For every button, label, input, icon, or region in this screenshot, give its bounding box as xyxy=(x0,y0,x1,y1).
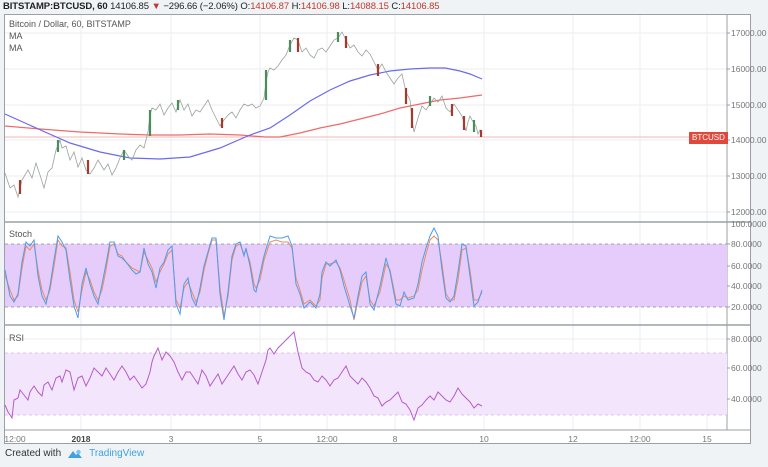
stoch-legend[interactable]: Stoch xyxy=(9,229,33,239)
x-tick: 12:00 xyxy=(629,434,651,444)
footer: Created with TradingView xyxy=(5,448,144,459)
x-tick: 12 xyxy=(568,434,578,444)
price-change: −296.66 (−2.06%) xyxy=(163,1,238,12)
price-candles xyxy=(4,31,483,199)
low-label: L: xyxy=(342,1,350,12)
stoch-d-line xyxy=(4,235,483,321)
x-tick: 12:00 xyxy=(4,434,26,444)
x-tick: 10 xyxy=(479,434,489,444)
stoch-y-tick: 80.0000 xyxy=(731,239,762,249)
y-tick: 15000.00 xyxy=(731,100,767,110)
symbol-name: BITSTAMP:BTCUSD, 60 xyxy=(3,1,108,12)
low-value: 14088.15 xyxy=(349,1,389,12)
ma-fast-line xyxy=(4,67,483,160)
stoch-y-tick: 40.0000 xyxy=(731,281,762,291)
horizontal-gridlines xyxy=(5,32,727,400)
high-label: H: xyxy=(291,1,301,12)
legend-title[interactable]: Bitcoin / Dollar, 60, BITSTAMP xyxy=(9,19,131,29)
close-value: 14106.85 xyxy=(400,1,440,12)
open-value: 14106.87 xyxy=(250,1,290,12)
stoch-y-tick: 100.0000 xyxy=(731,219,767,229)
stoch-k-line xyxy=(4,226,483,321)
y-tick: 12000.00 xyxy=(731,207,767,217)
tradingview-logo-icon xyxy=(68,449,83,458)
y-tick: 16000.00 xyxy=(731,64,767,74)
stoch-y-tick: 20.0000 xyxy=(731,302,762,312)
last-price-badge: BTCUSD xyxy=(689,132,728,144)
open-label: O: xyxy=(240,1,251,12)
y-tick: 14000.00 xyxy=(731,135,767,145)
symbol-header: BITSTAMP:BTCUSD, 60 14106.85 ▼ −296.66 (… xyxy=(3,1,440,12)
y-tick: 13000.00 xyxy=(731,171,767,181)
stoch-y-tick: 60.0000 xyxy=(731,261,762,271)
x-tick: 5 xyxy=(257,434,263,444)
legend-ma-fast[interactable]: MA xyxy=(9,31,23,41)
legend-ma-slow[interactable]: MA xyxy=(9,43,23,53)
rsi-y-tick: 40.0000 xyxy=(731,394,762,404)
x-tick: 15 xyxy=(702,434,712,444)
rsi-line xyxy=(4,330,483,422)
x-tick: 8 xyxy=(392,434,398,444)
created-with-text: Created with xyxy=(5,448,62,459)
x-tick: 3 xyxy=(168,434,174,444)
rsi-y-tick: 80.0000 xyxy=(731,334,762,344)
tradingview-link[interactable]: TradingView xyxy=(89,448,145,459)
close-label: C: xyxy=(391,1,401,12)
high-value: 14106.98 xyxy=(300,1,340,12)
rsi-legend[interactable]: RSI xyxy=(9,333,25,343)
main-legend: Bitcoin / Dollar, 60, BITSTAMP MA MA xyxy=(9,18,131,54)
ma-slow-line xyxy=(4,94,483,138)
x-tick: 12:00 xyxy=(316,434,338,444)
axis-ticks xyxy=(727,32,730,400)
change-down-icon: ▼ xyxy=(151,1,161,12)
rsi-y-tick: 60.0000 xyxy=(731,363,762,373)
last-price: 14106.85 xyxy=(110,1,149,12)
x-tick: 2018 xyxy=(71,434,91,444)
y-tick: 17000.00 xyxy=(731,28,767,38)
rsi-band xyxy=(5,353,727,415)
